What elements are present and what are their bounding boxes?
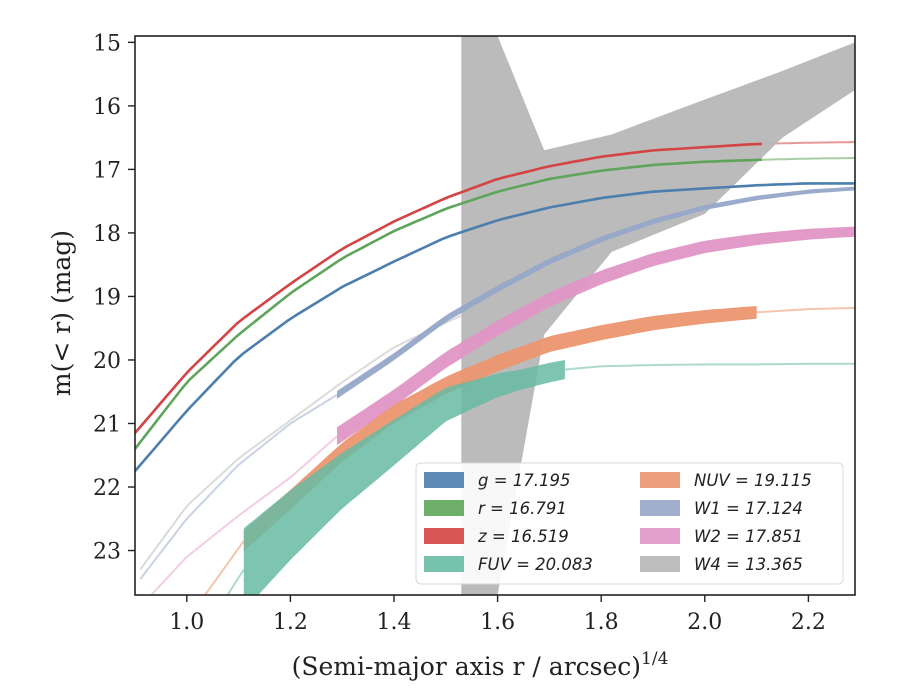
y-tick-label: 22 xyxy=(93,476,121,501)
plot-frame xyxy=(134,35,856,596)
legend: g = 17.195 r = 16.791 z = 16.519 FUV = 20.0… xyxy=(415,462,844,585)
series-w2-faint-line-0 xyxy=(149,435,338,595)
series-g-main xyxy=(135,182,855,472)
series-w4-faint-line-0 xyxy=(139,314,462,571)
x-tick-label: 1.0 xyxy=(169,610,204,635)
legend-label-g: g = 17.195 xyxy=(478,471,571,490)
legend-swatch-r xyxy=(424,500,464,516)
x-ticks: 1.0 1.2 1.4 1.6 1.8 2.0 2.2 xyxy=(169,595,826,635)
legend-swatch-w2 xyxy=(640,528,680,544)
series-nuv-faint-line-0 xyxy=(203,540,245,595)
x-tick-label: 1.2 xyxy=(273,610,308,635)
legend-swatch-z xyxy=(424,528,464,544)
y-tick-label: 15 xyxy=(93,31,121,56)
plot-series-group xyxy=(135,36,855,595)
y-axis-label: m(< r) (mag) xyxy=(47,230,76,396)
y-tick-label: 17 xyxy=(93,158,121,183)
legend-label-w1: W1 = 17.124 xyxy=(694,499,803,518)
y-tick-label: 20 xyxy=(93,349,121,374)
y-tick-label: 23 xyxy=(93,540,121,565)
y-ticks: 15 16 17 18 19 20 21 22 23 xyxy=(93,31,135,565)
series-r-faint-line-0 xyxy=(761,157,855,161)
series-w4-band xyxy=(461,36,855,595)
legend-swatch-g xyxy=(424,472,464,488)
series-z-faint-line-0 xyxy=(761,141,855,145)
series-w1-faint-line-0 xyxy=(139,394,338,580)
legend-label-z: z = 16.519 xyxy=(477,527,569,546)
series-fuv-main xyxy=(243,360,565,595)
x-tick-label: 1.4 xyxy=(376,610,411,635)
legend-swatch-nuv xyxy=(640,472,680,488)
legend-box xyxy=(415,462,844,585)
x-tick-label: 2.2 xyxy=(791,610,826,635)
x-tick-label: 1.6 xyxy=(480,610,515,635)
series-fuv-faint-line-1 xyxy=(564,362,855,371)
y-tick-label: 19 xyxy=(93,285,121,310)
legend-swatch-w4 xyxy=(640,556,680,572)
y-tick-label: 18 xyxy=(93,222,121,247)
legend-label-fuv: FUV = 20.083 xyxy=(478,555,593,574)
series-nuv-main xyxy=(243,306,757,552)
x-tick-label: 1.8 xyxy=(584,610,619,635)
legend-swatch-fuv xyxy=(424,556,464,572)
series-r-main xyxy=(135,158,762,450)
x-axis-label: (Semi-major axis r / arcsec)1/4 xyxy=(292,649,669,681)
series-nuv-faint-line-1 xyxy=(756,306,855,314)
y-tick-label: 21 xyxy=(93,412,121,437)
legend-label-w2: W2 = 17.851 xyxy=(694,527,803,546)
legend-label-nuv: NUV = 19.115 xyxy=(694,471,812,490)
legend-label-w4: W4 = 13.365 xyxy=(694,555,803,574)
series-z-main xyxy=(135,142,762,434)
x-tick-label: 2.0 xyxy=(687,610,722,635)
y-tick-label: 16 xyxy=(93,95,121,120)
legend-swatch-w1 xyxy=(640,500,680,516)
legend-label-r: r = 16.791 xyxy=(478,499,567,518)
